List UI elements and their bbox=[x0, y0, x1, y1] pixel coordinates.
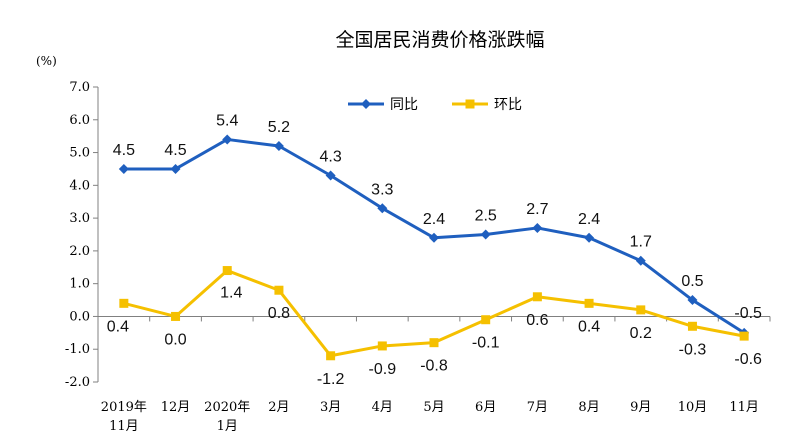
data-point-yoy bbox=[170, 163, 181, 174]
x-tick-label: 8月 bbox=[578, 400, 599, 415]
legend-label-yoy: 同比 bbox=[390, 97, 418, 113]
series-layer bbox=[118, 134, 750, 361]
data-label-yoy: 4.3 bbox=[319, 149, 341, 166]
data-label-yoy: 5.4 bbox=[216, 112, 238, 129]
data-label-mom: 1.4 bbox=[220, 285, 242, 302]
data-label-mom: 0.0 bbox=[164, 331, 186, 348]
data-point-mom bbox=[119, 298, 129, 308]
x-tick-label: 12月 bbox=[161, 400, 191, 415]
data-point-mom bbox=[429, 338, 439, 348]
x-tick-label: 11月 bbox=[109, 419, 139, 434]
x-tick-label: 3月 bbox=[320, 400, 341, 415]
data-label-yoy: 2.4 bbox=[578, 211, 600, 228]
data-point-mom bbox=[481, 315, 491, 325]
y-tick-label: 0.0 bbox=[69, 309, 90, 324]
x-tick-label: 4月 bbox=[372, 400, 393, 415]
legend: 同比 环比 bbox=[348, 97, 522, 113]
data-label-mom: -1.2 bbox=[317, 371, 345, 388]
data-label-yoy: 0.5 bbox=[681, 273, 703, 290]
x-tick-label: 7月 bbox=[527, 400, 548, 415]
data-point-mom bbox=[687, 321, 697, 331]
data-label-yoy: 4.5 bbox=[164, 142, 186, 159]
data-point-mom bbox=[326, 351, 336, 361]
y-tick-label: 6.0 bbox=[69, 113, 90, 128]
data-label-yoy: 2.4 bbox=[423, 211, 445, 228]
legend-marker-yoy bbox=[361, 99, 371, 109]
y-tick-label: 2.0 bbox=[69, 244, 90, 259]
data-point-yoy bbox=[635, 255, 646, 266]
data-label-mom: -0.8 bbox=[420, 358, 448, 375]
data-point-yoy bbox=[532, 222, 543, 233]
data-point-mom bbox=[739, 331, 749, 341]
x-tick-label: 2019年 bbox=[101, 400, 147, 415]
data-label-yoy: -0.5 bbox=[734, 305, 762, 322]
data-point-yoy bbox=[687, 295, 698, 306]
data-point-mom bbox=[222, 266, 232, 276]
data-point-mom bbox=[171, 311, 181, 321]
data-point-mom bbox=[584, 298, 594, 308]
x-tick-label: 6月 bbox=[475, 400, 496, 415]
data-point-yoy bbox=[480, 229, 491, 240]
data-label-mom: 0.8 bbox=[268, 305, 290, 322]
x-tick-label: 9月 bbox=[630, 400, 651, 415]
data-label-yoy: 4.5 bbox=[113, 142, 135, 159]
data-label-yoy: 1.7 bbox=[630, 234, 652, 251]
y-tick-label: 3.0 bbox=[69, 211, 90, 226]
data-point-mom bbox=[636, 305, 646, 315]
data-point-mom bbox=[274, 285, 284, 295]
data-label-mom: -0.1 bbox=[472, 335, 500, 352]
x-tick-label: 10月 bbox=[678, 400, 708, 415]
y-tick-label: -1.0 bbox=[65, 342, 90, 357]
x-tick-label: 5月 bbox=[423, 400, 444, 415]
data-point-yoy bbox=[429, 232, 439, 243]
data-point-yoy bbox=[273, 141, 284, 151]
data-point-yoy bbox=[377, 203, 388, 214]
x-tick-label: 11月 bbox=[729, 400, 759, 415]
data-label-mom: 0.4 bbox=[107, 318, 129, 335]
data-label-mom: 0.6 bbox=[526, 312, 548, 329]
y-tick-label: 1.0 bbox=[69, 277, 90, 292]
data-label-yoy: 2.5 bbox=[475, 208, 497, 225]
y-tick-label: -2.0 bbox=[65, 375, 90, 390]
legend-marker-mom bbox=[465, 99, 475, 109]
data-label-mom: -0.9 bbox=[369, 361, 397, 378]
data-point-yoy bbox=[325, 170, 336, 181]
axes: 7.0 6.0 5.0 4.0 3.0 2.0 1.0 0.0 -1.0 -2.0 2019年 11月… bbox=[65, 80, 771, 434]
data-label-mom: 0.4 bbox=[578, 318, 600, 335]
legend-label-mom: 环比 bbox=[494, 97, 522, 113]
data-labels: 4.5 4.5 5.4 5.2 4.3 3.3 2.4 2.5 2.7 2.4 1.7 0.5 -0.5… bbox=[107, 112, 762, 387]
chart-title: 全国居民消费价格涨跌幅 bbox=[335, 29, 544, 51]
data-label-yoy: 5.2 bbox=[268, 119, 290, 136]
data-point-mom bbox=[532, 292, 542, 302]
y-tick-label: 5.0 bbox=[69, 146, 90, 161]
data-point-yoy bbox=[584, 232, 595, 243]
data-point-yoy bbox=[222, 134, 233, 145]
y-axis-unit: (%) bbox=[36, 54, 57, 68]
data-label-yoy: 3.3 bbox=[371, 181, 393, 198]
y-tick-label: 4.0 bbox=[69, 178, 90, 193]
x-tick-label: 2月 bbox=[268, 400, 289, 415]
data-label-yoy: 2.7 bbox=[526, 201, 548, 218]
data-point-yoy bbox=[118, 163, 129, 174]
data-label-mom: 0.2 bbox=[630, 325, 652, 342]
data-label-mom: -0.3 bbox=[679, 341, 707, 358]
x-tick-label: 2020年 bbox=[204, 400, 250, 415]
data-point-mom bbox=[377, 341, 387, 351]
y-tick-label: 7.0 bbox=[69, 80, 90, 95]
x-tick-label: 1月 bbox=[217, 419, 238, 434]
data-label-mom: -0.6 bbox=[734, 351, 762, 368]
